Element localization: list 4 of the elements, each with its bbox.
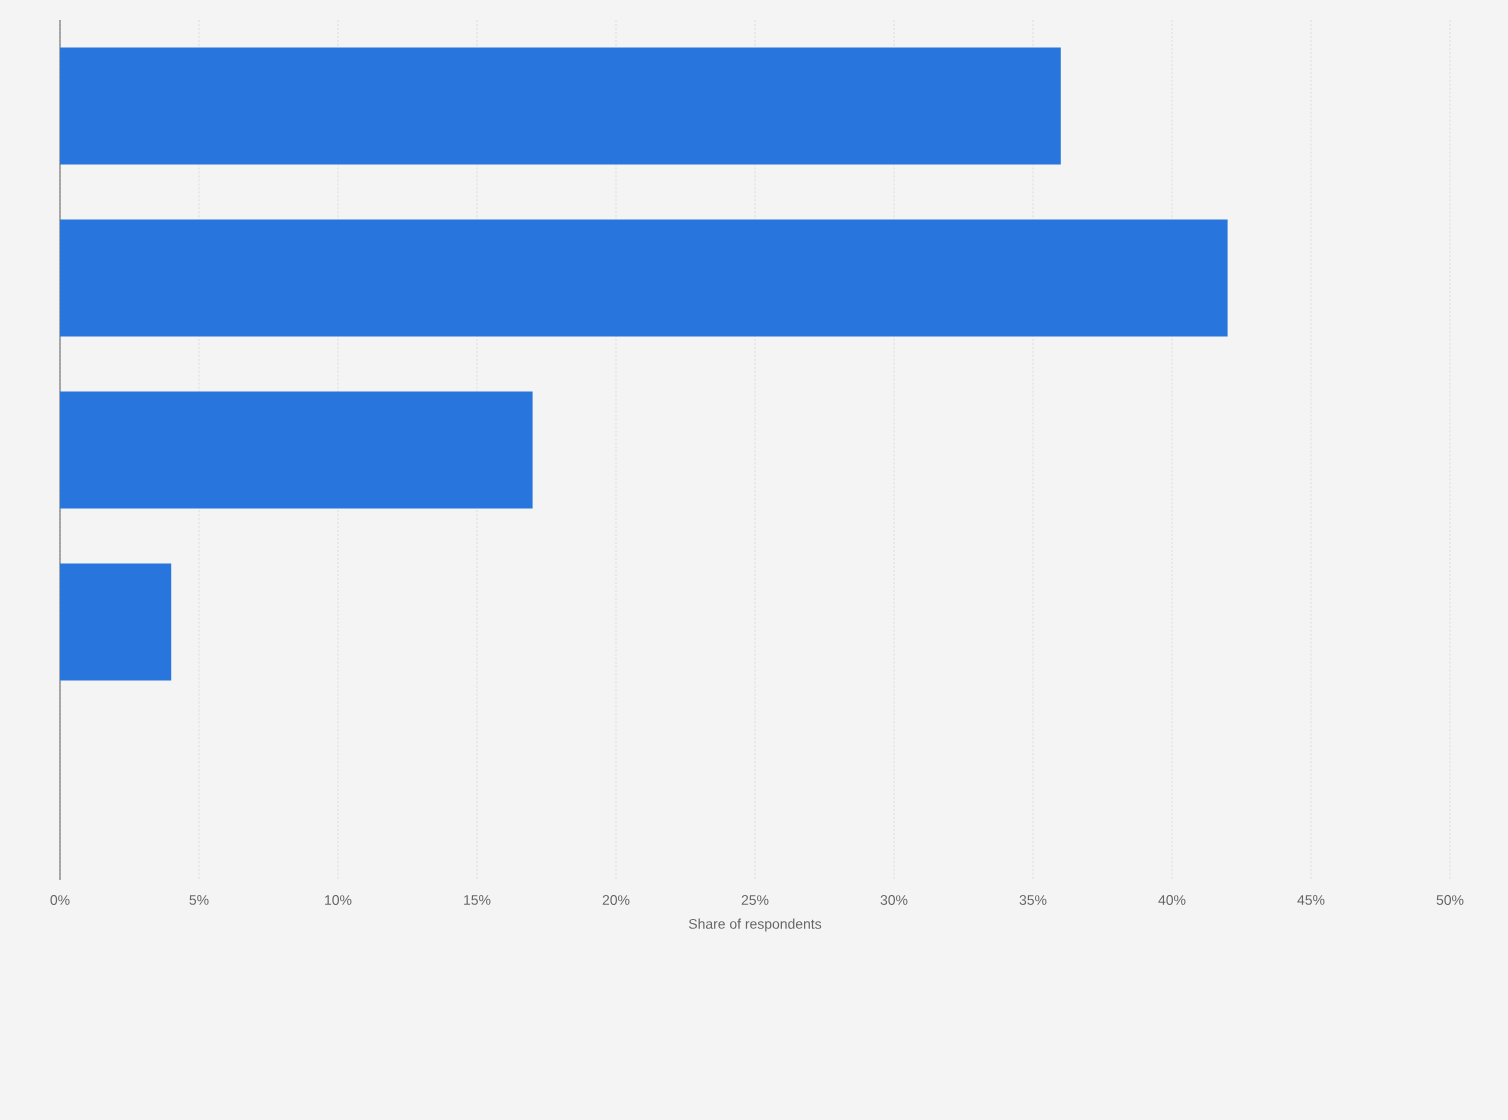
bar	[60, 391, 533, 509]
bar	[60, 219, 1228, 337]
bar	[60, 47, 1061, 165]
bar	[60, 563, 172, 681]
